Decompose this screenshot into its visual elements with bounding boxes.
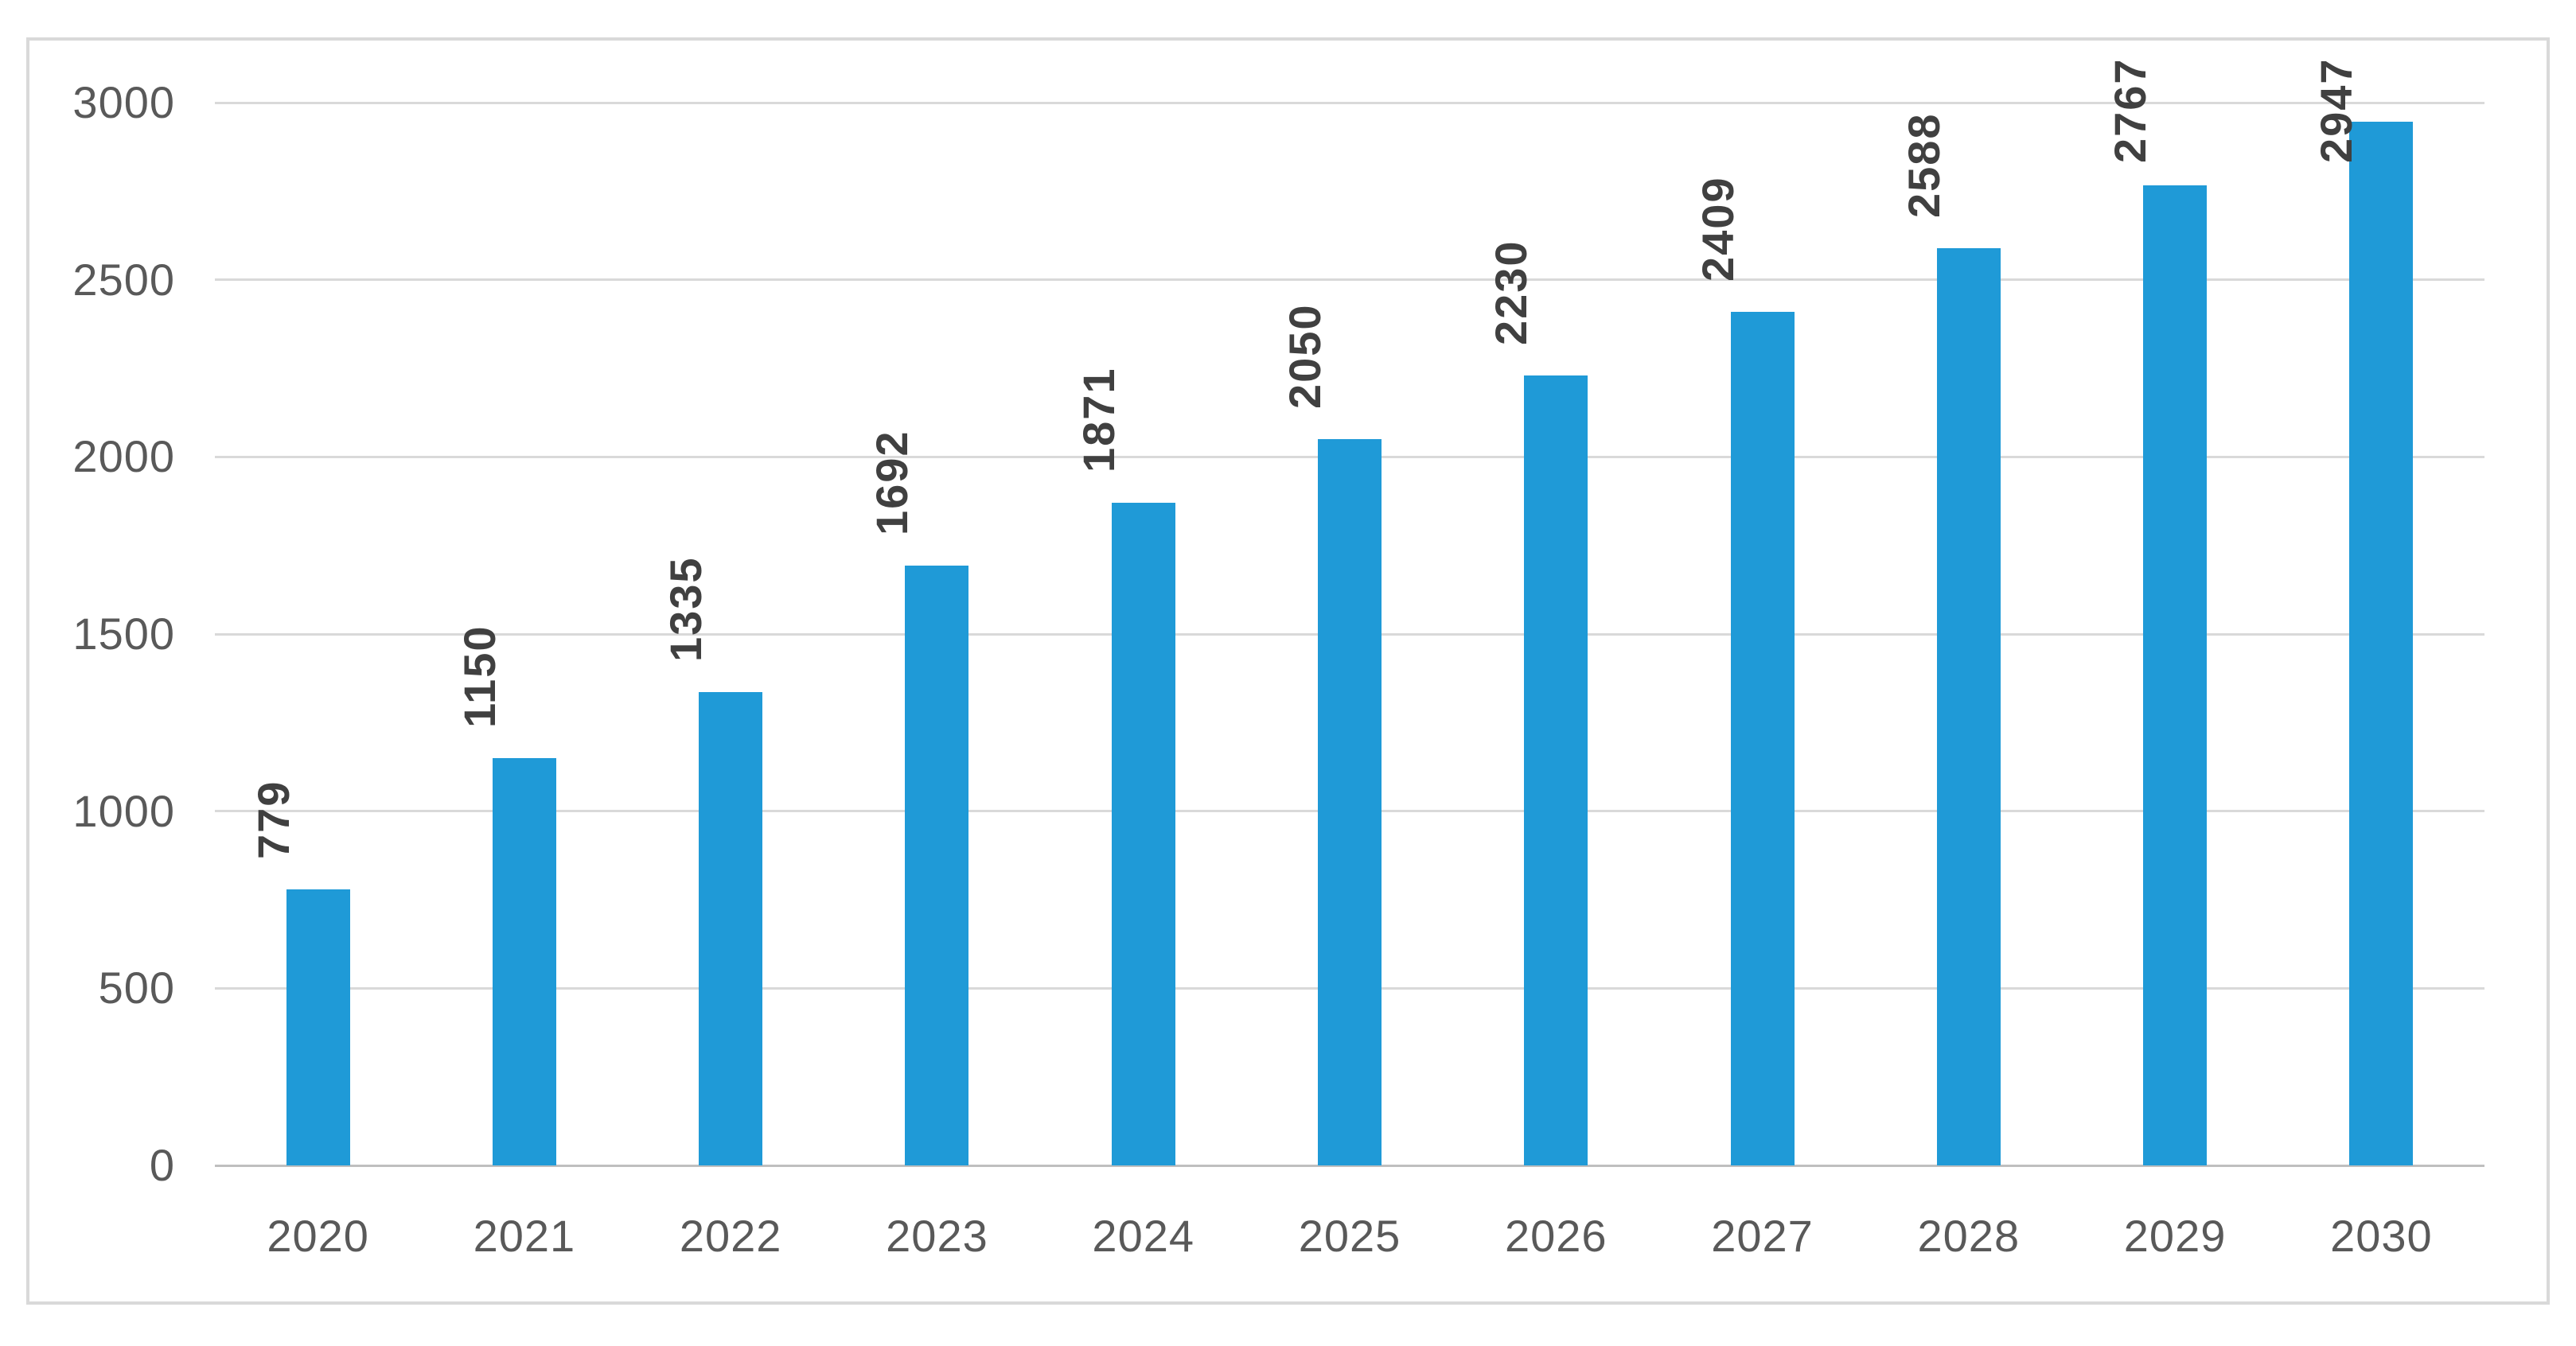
bar-2028 [1936, 248, 2001, 1165]
y-tick-label: 3000 [72, 77, 175, 127]
y-tick-label: 1000 [72, 785, 175, 836]
bar-2022 [699, 692, 763, 1165]
y-tick-label: 0 [149, 1140, 175, 1190]
y-tick-label: 1500 [72, 609, 175, 659]
x-tick-label-2024: 2024 [1092, 1211, 1194, 1261]
x-tick-label-2027: 2027 [1711, 1211, 1814, 1261]
x-tick-label-2025: 2025 [1298, 1211, 1401, 1261]
bar-2026 [1524, 375, 1588, 1165]
bar-2025 [1318, 439, 1382, 1165]
y-tick-label: 2500 [72, 254, 175, 305]
bar-2027 [1730, 312, 1795, 1165]
bar-2023 [905, 566, 969, 1165]
gridline [215, 278, 2484, 282]
x-tick-label-2030: 2030 [2330, 1211, 2433, 1261]
y-tick-label: 500 [98, 963, 175, 1013]
chart-frame [26, 37, 2550, 1305]
x-tick-label-2021: 2021 [473, 1211, 576, 1261]
bar-2029 [2143, 185, 2208, 1165]
x-tick-label-2022: 2022 [679, 1211, 782, 1261]
x-tick-label-2026: 2026 [1504, 1211, 1608, 1261]
y-tick-label: 2000 [72, 431, 175, 482]
x-tick-label-2020: 2020 [267, 1211, 369, 1261]
bar-2024 [1111, 502, 1175, 1165]
x-tick-label-2029: 2029 [2123, 1211, 2227, 1261]
x-tick-label-2028: 2028 [1917, 1211, 2021, 1261]
bar-2021 [492, 757, 556, 1165]
x-tick-label-2023: 2023 [886, 1211, 988, 1261]
x-axis-line [215, 1164, 2484, 1167]
bar-2020 [286, 889, 350, 1165]
gridline [215, 101, 2484, 104]
bar-2030 [2349, 121, 2414, 1165]
